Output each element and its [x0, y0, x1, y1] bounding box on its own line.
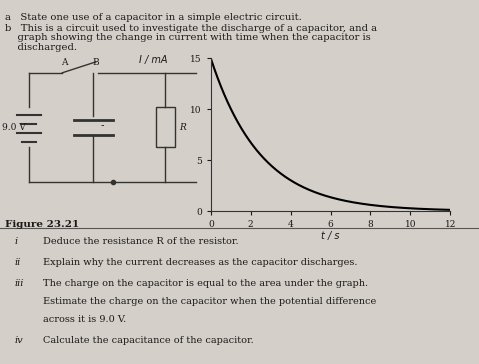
X-axis label: t / s: t / s [321, 230, 340, 241]
Text: ii: ii [14, 258, 21, 267]
Text: graph showing the change in current with time when the capacitor is: graph showing the change in current with… [5, 33, 371, 43]
Text: discharged.: discharged. [5, 43, 77, 52]
Text: Estimate the charge on the capacitor when the potential difference: Estimate the charge on the capacitor whe… [43, 297, 376, 306]
Text: The charge on the capacitor is equal to the area under the graph.: The charge on the capacitor is equal to … [43, 279, 368, 288]
Y-axis label: I / mA: I / mA [139, 55, 168, 65]
Text: i: i [14, 237, 18, 246]
Text: Deduce the resistance R of the resistor.: Deduce the resistance R of the resistor. [43, 237, 239, 246]
Text: a   State one use of a capacitor in a simple electric circuit.: a State one use of a capacitor in a simp… [5, 13, 302, 22]
Text: -: - [101, 120, 104, 131]
Text: across it is 9.0 V.: across it is 9.0 V. [43, 315, 126, 324]
Text: iii: iii [14, 279, 24, 288]
Text: Figure 23.21: Figure 23.21 [5, 220, 79, 229]
Text: A: A [61, 58, 68, 67]
Text: Calculate the capacitance of the capacitor.: Calculate the capacitance of the capacit… [43, 336, 254, 345]
Text: b   This is a circuit used to investigate the discharge of a capacitor, and a: b This is a circuit used to investigate … [5, 24, 377, 33]
Text: Explain why the current decreases as the capacitor discharges.: Explain why the current decreases as the… [43, 258, 358, 267]
Text: iv: iv [14, 336, 23, 345]
Text: R: R [180, 123, 186, 132]
Text: 9.0 V: 9.0 V [2, 123, 26, 132]
Text: B: B [92, 58, 99, 67]
